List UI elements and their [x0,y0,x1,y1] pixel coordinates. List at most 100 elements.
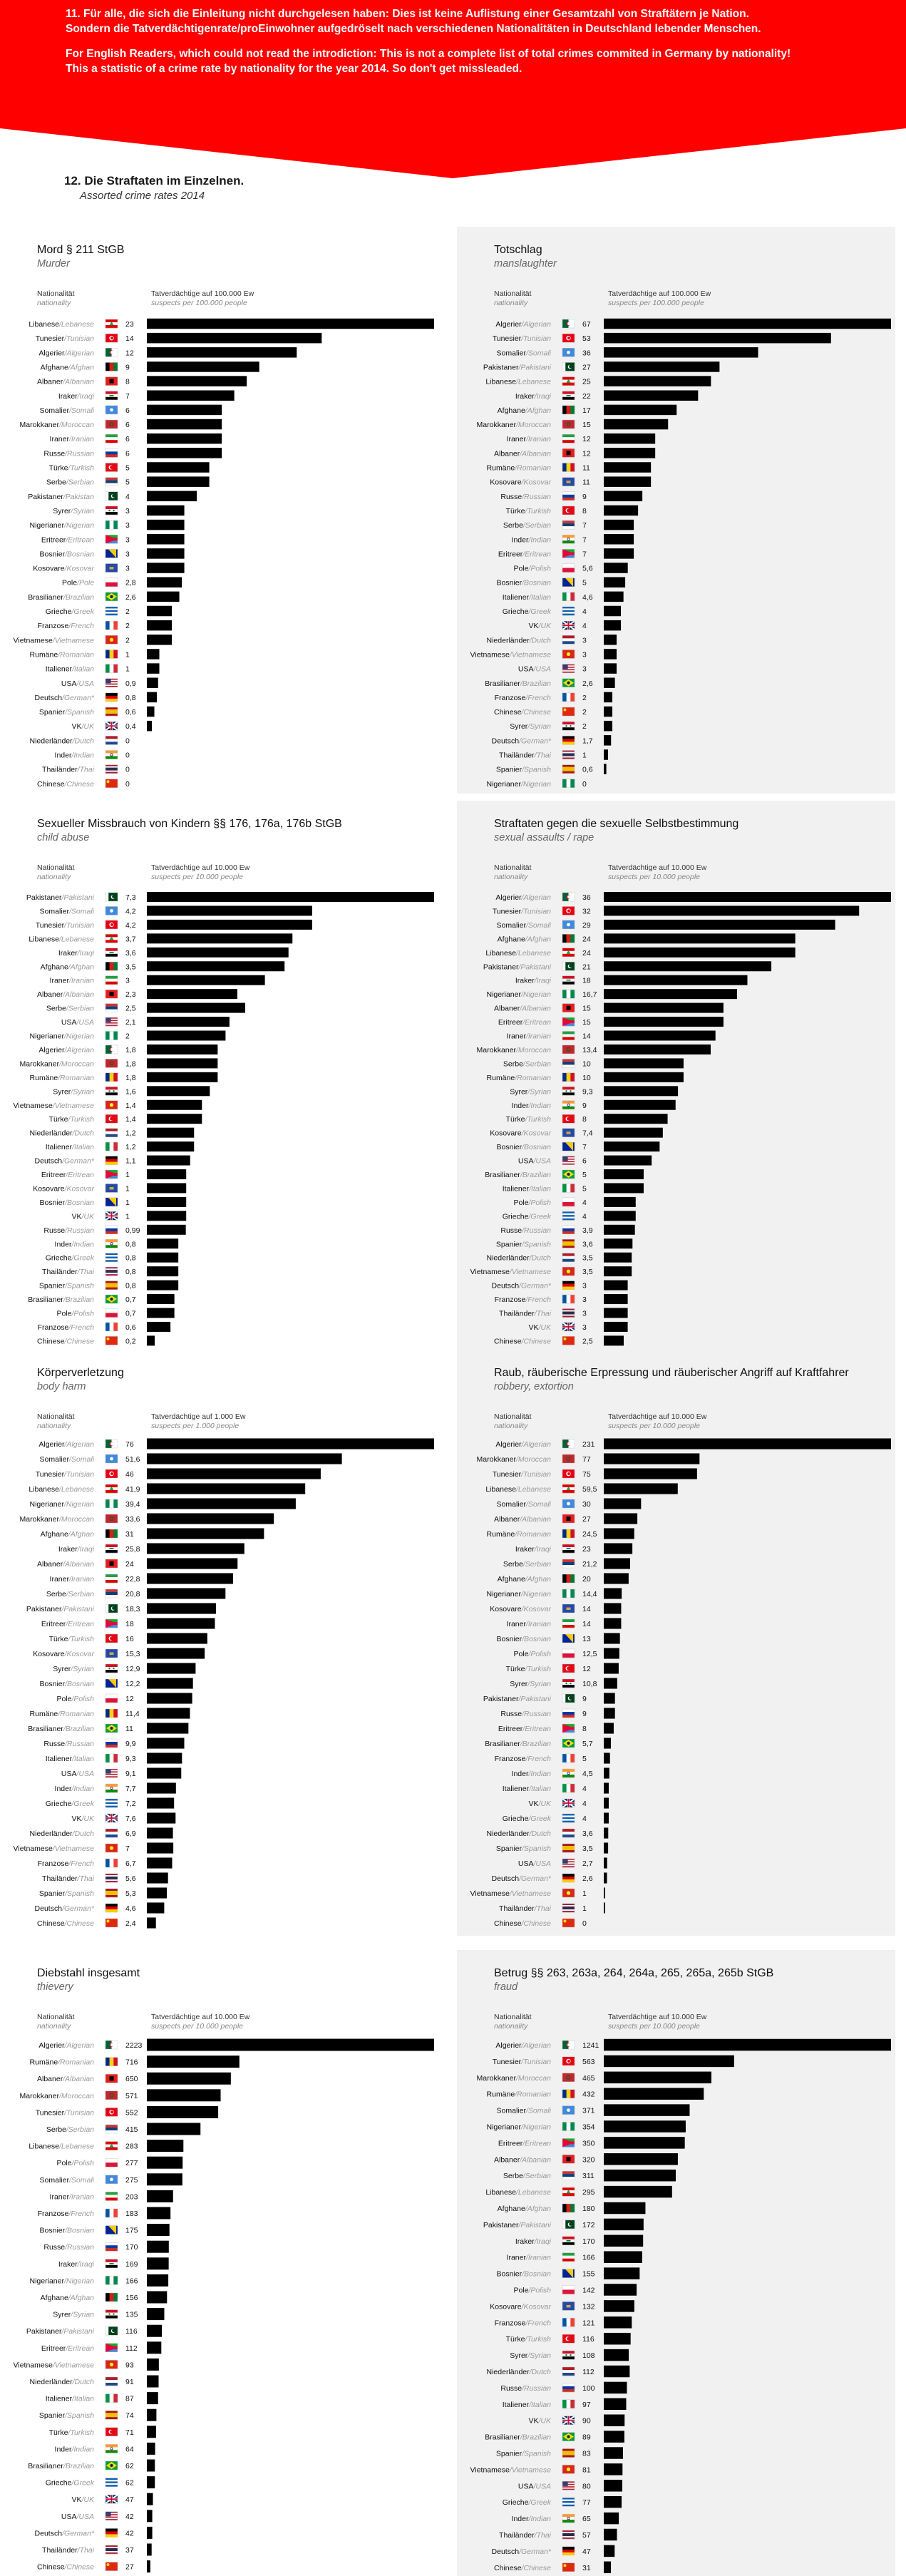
value-label: 2,1 [125,1018,136,1027]
bar-row: Türke/Turkish 1,4 [49,1114,202,1124]
category-label: VK/UK [71,1815,95,1823]
value-label: 25,8 [125,1545,140,1554]
chart-panel-child-abuse: Sexueller Missbrauch von Kindern §§ 176,… [0,801,438,1350]
bar [604,1252,632,1263]
value-label: 563 [582,2058,595,2066]
chart-subtitle: robbery, extortion [494,1381,574,1392]
category-label: Marokkaner/Moroccan [477,421,552,429]
banner-de-line-1: 11. Für alle, die sich die Einleitung ni… [66,8,749,20]
bar [604,2120,686,2133]
flag-icon [562,520,575,530]
value-label: 83 [582,2450,591,2458]
flag-icon [105,1059,118,1068]
category-label: Pakistaner/Pakistan [28,493,94,501]
bar [147,2038,434,2051]
bar [604,2218,644,2231]
bar-row: Libanese/Lebanese 3,7 [29,933,293,944]
category-label: Bosnier/Bosnian [497,1635,552,1643]
category-label: Marokkaner/Moroccan [477,1046,552,1054]
bar [147,1693,192,1704]
bar-row: Grieche/Greek 7,2 [46,1797,175,1809]
flag-icon [105,1128,118,1137]
flag-icon [562,1454,575,1464]
bar-row: Eritreer/Eritrean 350 [498,2137,685,2149]
flag-icon [562,1783,575,1793]
bar [604,390,699,401]
bar [604,1842,609,1854]
category-label: Syrer/Syrian [510,722,551,731]
value-label: 4,6 [125,1904,136,1913]
category-label: Albaner/Albanian [494,1515,551,1524]
flag-icon [562,722,575,731]
bar [604,347,758,358]
value-label: 77 [582,2498,591,2507]
bar [604,989,737,1000]
bar-row: Tunesier/Tunisian 552 [36,2105,219,2118]
category-label: Pole/Polish [513,565,551,573]
category-label: Brasilianer/Brazilian [28,1725,94,1733]
column-header-nationality: Nationalität nationality [37,2013,75,2031]
category-label: Kosovare/Kosovar [490,2302,551,2311]
bar [604,635,617,645]
flag-icon [105,2108,118,2117]
bar-row: Tunesier/Tunisian 32 [493,905,860,916]
bar [604,1072,684,1082]
bar [147,1099,202,1110]
bar [604,1902,605,1914]
bar-row: Bosnier/Bosnian 7 [497,1141,660,1152]
bar-row: Inder/Indian 64 [55,2442,155,2455]
bar-row: Eritreer/Eritrean 3 [41,533,185,545]
category-label: Albaner/Albanian [494,2155,551,2164]
value-label: 0,9 [125,679,136,688]
flag-icon [105,448,118,458]
value-label: 1,8 [125,1046,136,1054]
bar [604,2495,622,2508]
value-label: 24 [582,935,591,943]
category-label: USA/USA [518,2482,551,2490]
value-label: 283 [125,2143,138,2151]
bar-row: Pakistaner/Pakistani 18,3 [26,1603,217,1614]
category-label: Eritreer/Eritrean [41,1171,94,1179]
category-label: Pakistaner/Pakistani [26,893,95,902]
chart-title: Körperverletzung [37,1367,124,1379]
bar-row: Deutsch/German* 47 [492,2545,615,2557]
value-label: 132 [582,2302,595,2311]
bar-row: Russe/Russian 9 [500,1708,615,1719]
bar-row: Brasilianer/Brazilian 5,7 [485,1738,611,1749]
bar [604,2088,704,2100]
bar-row: Spanier/Spanish 0,6 [496,764,607,774]
bar [147,1872,168,1884]
bar-row: USA/USA 0,9 [61,677,158,689]
bar-row: VK/UK 4 [528,1797,609,1809]
bar [147,649,160,660]
flag-icon [562,419,575,429]
bar [604,491,643,502]
bar-row: Tunesier/Tunisian 563 [493,2055,734,2068]
flag-icon [562,1888,575,1898]
category-label: Albaner/Albanian [37,378,94,386]
bar-row: Türke/Turkish 71 [49,2426,156,2438]
value-label: 571 [125,2092,138,2100]
bar-row: Marokkaner/Moroccan 1,8 [20,1058,218,1069]
bar-row: Thailänder/Thai 3 [499,1308,628,1318]
value-label: 15 [582,1005,591,1013]
value-label: 295 [582,2188,595,2197]
bar-row: Iraner/Iranian 12 [507,433,656,444]
value-label: 121 [582,2319,595,2327]
bar [147,1753,182,1764]
value-label: 3 [125,565,130,573]
bar-row: USA/USA 6 [518,1155,652,1166]
flag-icon [562,2073,575,2083]
flag-icon [105,1873,118,1883]
bar [147,2442,155,2455]
value-label: 175 [125,2227,138,2235]
value-label: 97 [582,2401,591,2409]
bar-row: Somalier/Somali 30 [497,1498,642,1509]
bar [147,1155,190,1166]
category-label: Iraker/Iraqi [58,392,95,401]
flag-icon [105,2276,118,2285]
category-label: Spanier/Spanish [496,1240,551,1248]
bar [604,663,617,674]
bar-row: Grieche/Greek 4 [503,1812,609,1824]
column-header-nationality: Nationalität nationality [37,289,75,307]
